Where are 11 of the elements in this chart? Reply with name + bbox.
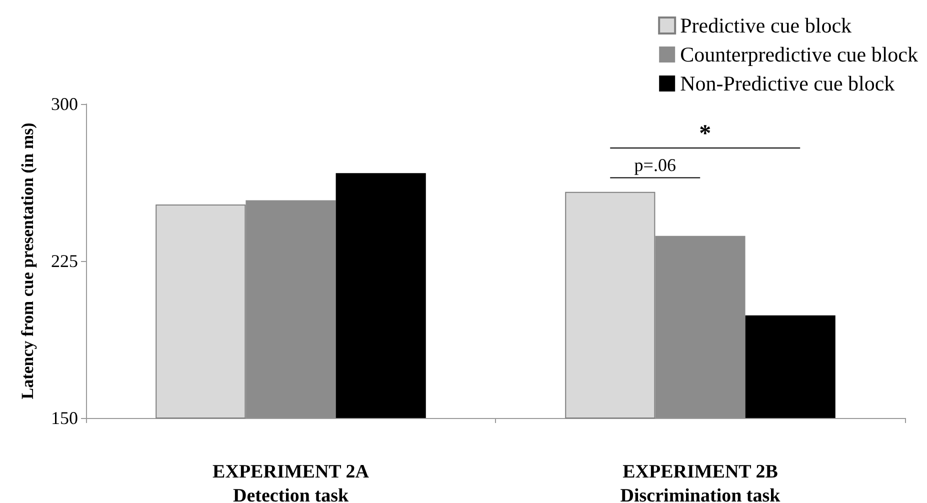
y-tick-label: 300: [51, 94, 78, 114]
legend-label: Predictive cue block: [680, 14, 852, 38]
annotation: *: [699, 120, 712, 147]
annotation: p=.06: [634, 154, 676, 175]
x-tick-label: EXPERIMENT 2B Discrimination task: [620, 462, 781, 503]
legend-label: Counterpredictive cue block: [680, 42, 918, 66]
x-tick-label: EXPERIMENT 2A Detection task: [212, 462, 370, 503]
y-tick-label: 225: [51, 251, 78, 271]
y-axis-title: Latency from cue presentation (in ms): [18, 122, 37, 400]
y-tick-label: 150: [51, 408, 78, 428]
legend-label: Non-Predictive cue block: [680, 72, 896, 96]
